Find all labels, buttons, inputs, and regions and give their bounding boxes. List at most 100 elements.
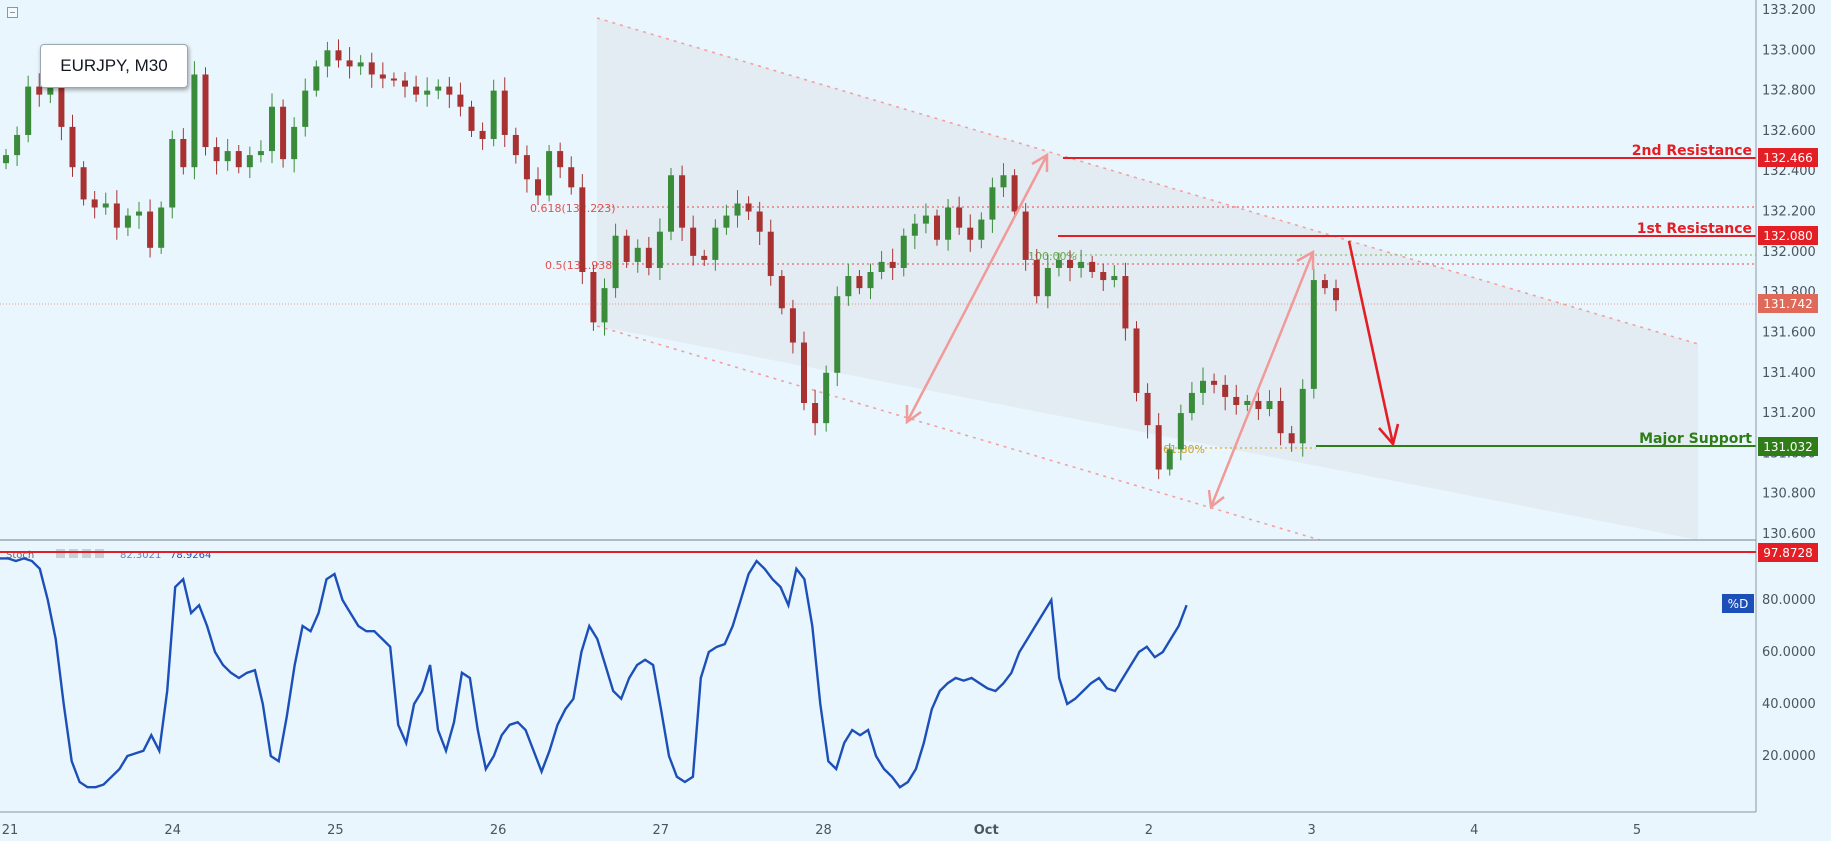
support-label: Major Support [1639,431,1752,447]
resistance-2-value: 132.466 [1763,151,1813,165]
candle-body [235,151,242,168]
candle-body [889,261,896,268]
candle-body [789,308,796,343]
candle-body [202,74,209,148]
candle-body [1211,380,1218,385]
time-tick-label: 2 [1145,823,1153,837]
time-tick-label: 21 [2,823,19,837]
candle-body [546,151,553,196]
candle-body [390,78,397,81]
candle-body [124,215,131,228]
candle-body [269,106,275,152]
candle-body [1266,400,1273,410]
candle-body [224,151,231,162]
candle-body [1033,259,1040,297]
price-tick-label: 131.600 [1762,325,1816,340]
candle-body [1177,413,1184,450]
stoch-setting-box-2[interactable] [69,549,78,558]
candle-body [1255,400,1262,410]
candle-body [1288,433,1295,444]
candle-body [590,272,597,323]
candle-body [1333,288,1339,301]
candle-body [191,74,198,168]
candle-body [36,86,43,95]
candle-body [778,276,785,309]
candle-body [457,94,464,107]
candle-body [490,90,497,139]
candle-body [1055,259,1062,268]
stoch-d-badge [1722,594,1754,613]
stoch-title: Stoch [6,550,34,561]
time-tick-label: 5 [1633,823,1641,837]
candle-body [989,187,996,220]
stoch-setting-box-1[interactable] [56,549,65,558]
stoch-setting-box-4[interactable] [95,549,104,558]
price-tick-label: 130.600 [1762,527,1816,542]
price-tick-label: 131.400 [1762,366,1816,381]
candle-body [956,207,963,228]
candlesticks [3,39,1339,480]
symbol-title: EURJPY, M30 [40,44,188,88]
candle-body [346,60,353,67]
candle-body [280,106,287,160]
candle-body [523,155,530,180]
candle-body [756,211,763,232]
stoch-level-value: 97.8728 [1763,546,1813,560]
candle-body [623,235,630,262]
arrowhead-1-bottom [905,405,922,425]
candle-body [1000,175,1007,188]
candle-body [823,372,830,424]
candle-body [158,207,165,248]
candle-body [435,86,442,91]
time-tick-label: 25 [327,823,344,837]
candle-body [14,134,21,156]
candle-body [1233,396,1240,406]
candle-body [922,215,929,224]
candle-body [3,155,9,164]
candle-body [712,227,719,260]
candle-body [313,66,320,91]
candle-body [501,90,508,135]
candle-body [291,126,298,160]
collapse-button[interactable] [7,7,18,18]
candle-body [801,342,807,403]
arrowhead-2-bottom [1207,489,1225,510]
candle-body [1089,261,1096,272]
candle-body [934,215,940,240]
pattern-arrow-up-2 [1209,251,1315,508]
projection-arrowhead [1378,423,1400,447]
candle-body [102,203,109,208]
price-tick-label: 130.800 [1762,487,1816,502]
time-tick-label: 28 [815,823,832,837]
candle-body [945,207,952,240]
resistance-1-value: 132.080 [1763,229,1813,243]
candle-body [812,403,819,424]
candle-body [69,126,76,168]
price-axis: 133.200 133.000 132.800 132.600 132.400 132.2… [1762,3,1816,542]
candle-body [379,74,386,79]
time-tick-label: 4 [1470,823,1478,837]
stoch-setting-box-3[interactable] [82,549,91,558]
time-tick-label: 26 [490,823,507,837]
candle-body [1022,211,1029,260]
candle-body [335,50,342,61]
candle-body [1144,392,1151,426]
price-tick-label: 132.600 [1762,124,1816,139]
candle-body [357,62,364,67]
time-tick-label: Oct [974,823,999,837]
candle-body [911,223,918,236]
channel-band [597,18,1698,540]
candle-body [1100,272,1107,281]
fib-100-label: 100.00% [1028,250,1077,263]
current-price-value: 131.742 [1763,297,1813,311]
candle-body [302,90,309,127]
candle-body [745,203,752,212]
stoch-level-badge [1758,543,1818,562]
stoch-tick-label: 60.0000 [1762,645,1816,660]
candle-body [1111,276,1118,281]
candle-body [1200,380,1206,393]
candle-body [601,288,608,323]
candle-body [136,211,142,216]
